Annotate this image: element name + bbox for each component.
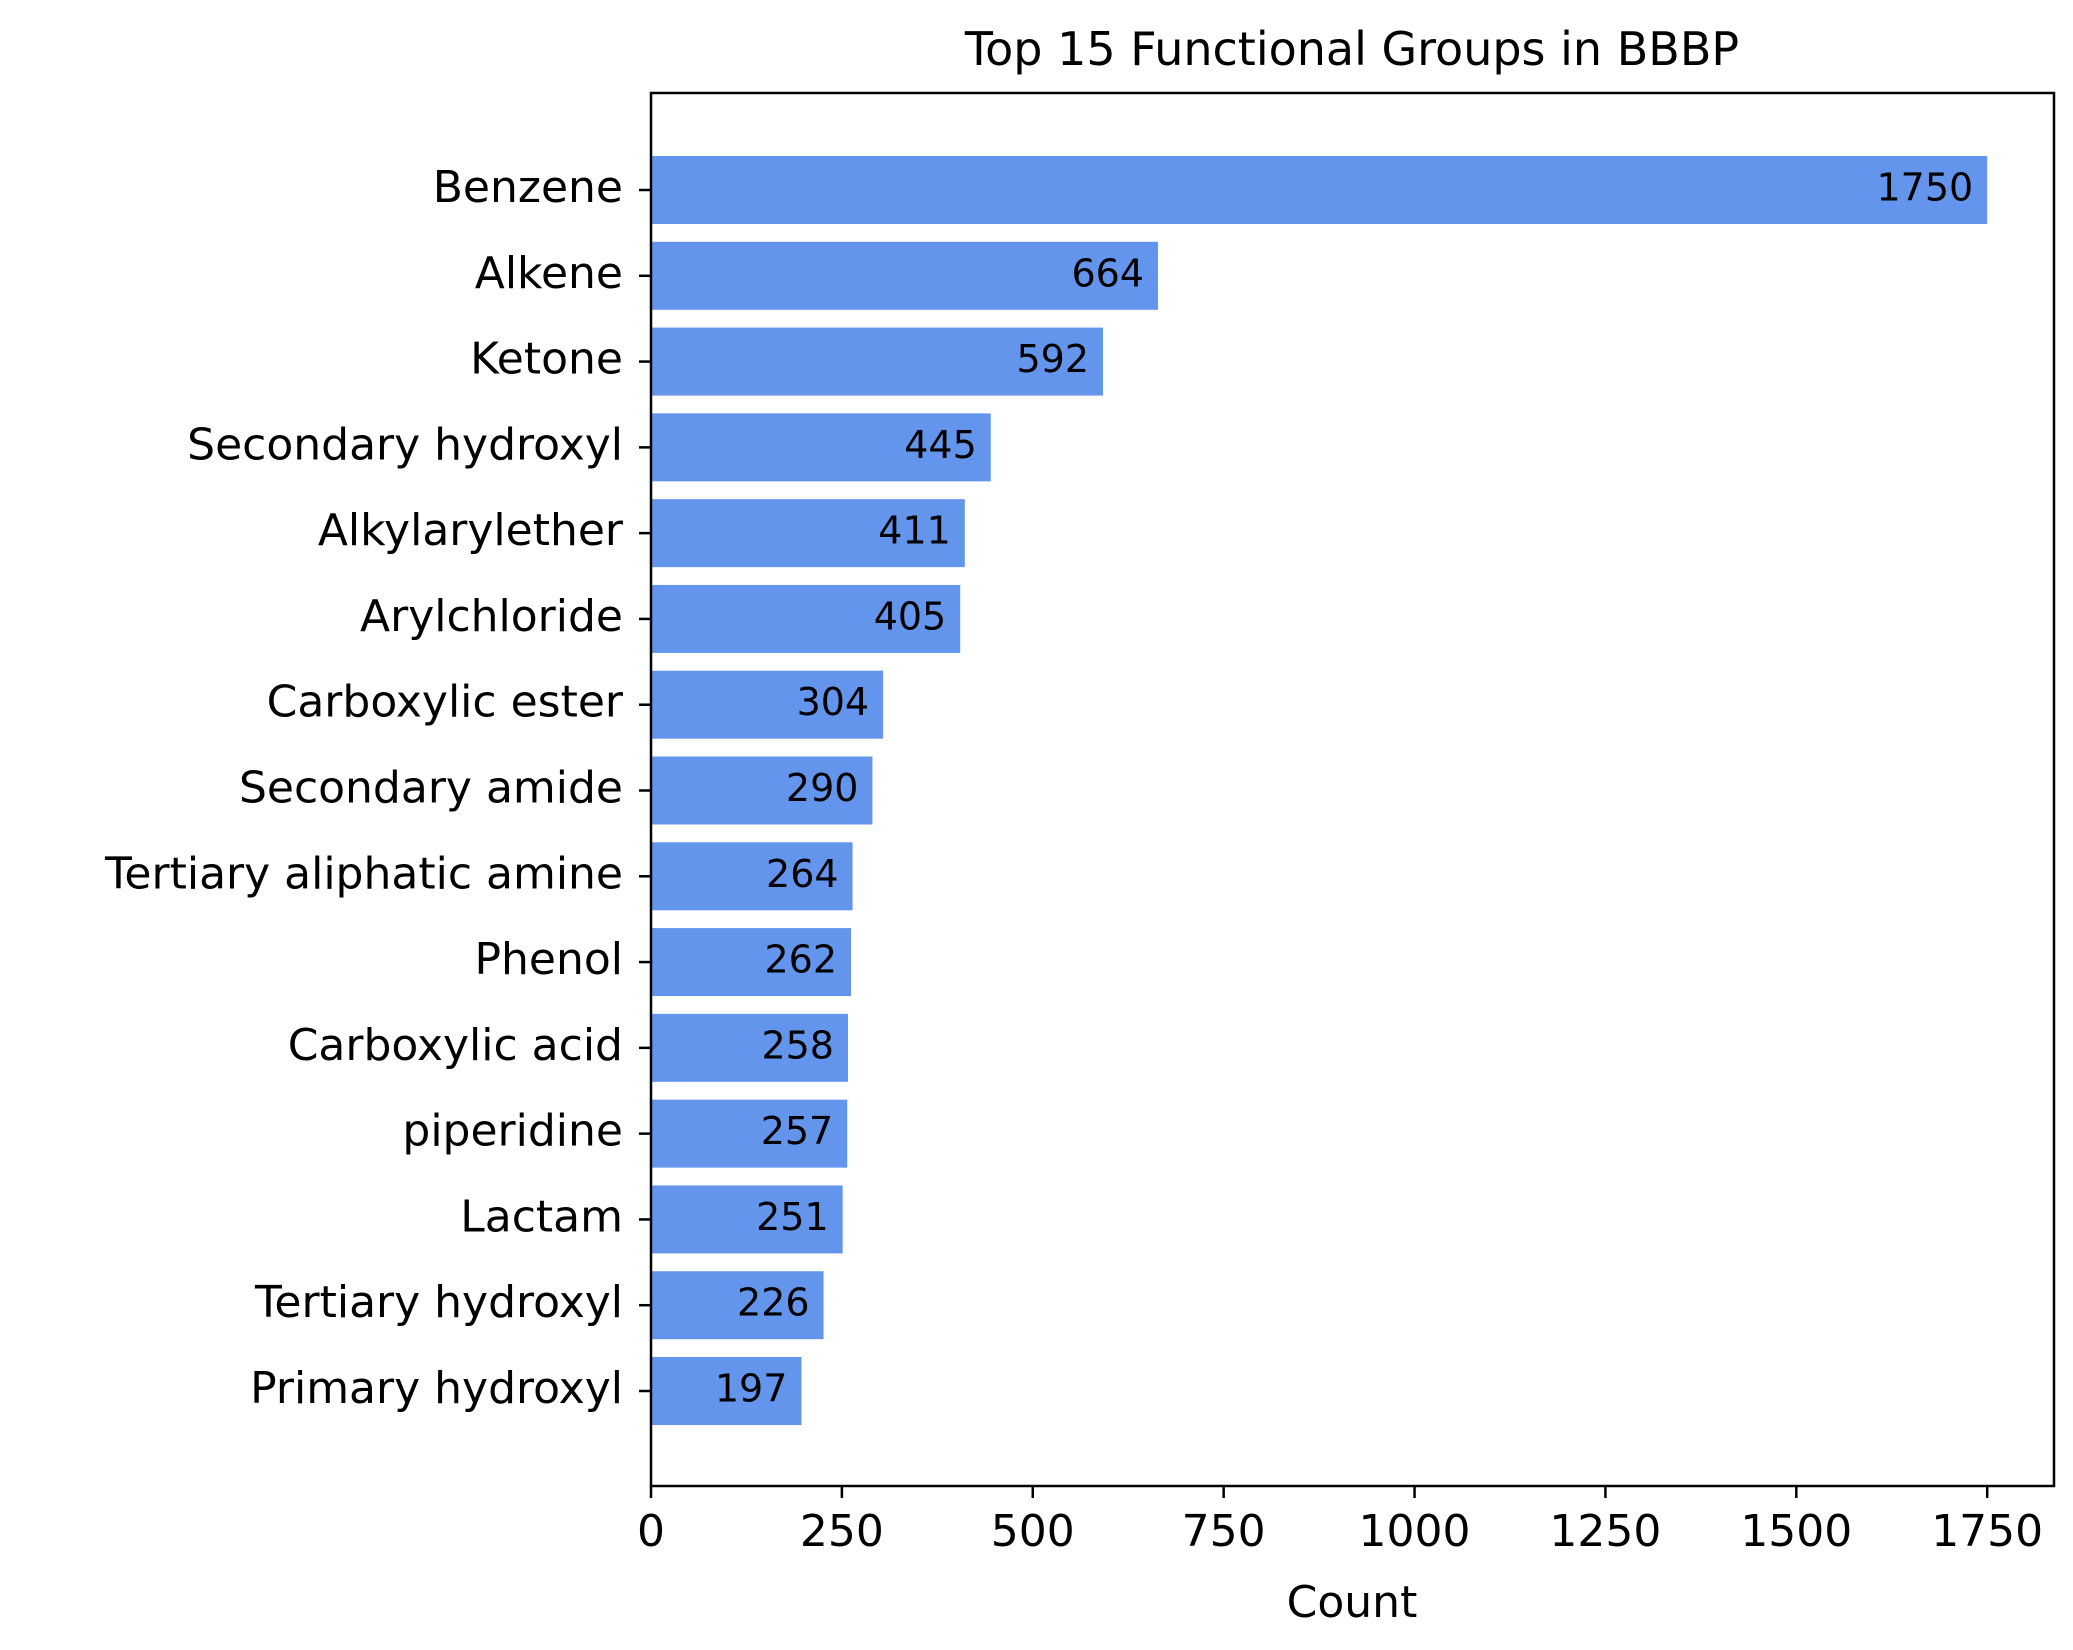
x-axis-label: Count bbox=[1287, 1577, 1418, 1628]
bar-value-label: 592 bbox=[1016, 337, 1089, 381]
bar bbox=[651, 413, 991, 482]
bar bbox=[651, 1013, 848, 1082]
bar-value-label: 258 bbox=[761, 1023, 834, 1067]
bar-value-label: 1750 bbox=[1876, 166, 1973, 210]
bar bbox=[651, 584, 961, 653]
y-tick-label: Arylchloride bbox=[360, 591, 623, 642]
x-tick-label: 750 bbox=[1182, 1506, 1266, 1557]
y-tick-label: Tertiary hydroxyl bbox=[254, 1277, 623, 1328]
y-axis: Benzene Alkene Ketone Secondary hydroxyl Alk… bbox=[104, 162, 651, 1414]
chart-title: Top 15 Functional Groups in BBBP bbox=[964, 22, 1739, 76]
x-tick-label: 1250 bbox=[1549, 1506, 1661, 1557]
x-axis: 0 250 500 750 1000 1250 1500 1750 bbox=[637, 1486, 2043, 1557]
bar bbox=[651, 327, 1104, 396]
bar-value-label: 264 bbox=[766, 852, 839, 896]
bar bbox=[651, 1357, 802, 1425]
y-tick-label: Secondary hydroxyl bbox=[187, 419, 623, 470]
bar-value-label: 257 bbox=[761, 1109, 834, 1153]
bar bbox=[651, 499, 965, 568]
bar-value-label: 251 bbox=[756, 1195, 829, 1239]
x-tick-label: 0 bbox=[637, 1506, 665, 1557]
bar-value-label: 290 bbox=[786, 766, 859, 810]
y-tick-label: Ketone bbox=[470, 334, 623, 385]
bar-value-label: 664 bbox=[1071, 251, 1144, 295]
bar bbox=[651, 1185, 843, 1254]
y-tick-label: Carboxylic acid bbox=[288, 1020, 623, 1071]
bar bbox=[651, 156, 1988, 224]
y-tick-label: Benzene bbox=[433, 162, 623, 213]
plot-frame bbox=[649, 91, 2056, 1488]
y-tick-label: Secondary amide bbox=[239, 763, 623, 814]
y-tick-label: Alkene bbox=[475, 248, 623, 299]
y-tick-label: Tertiary aliphatic amine bbox=[104, 848, 623, 899]
bar-value-label: 262 bbox=[765, 938, 838, 982]
bar bbox=[651, 928, 852, 997]
y-tick-label: Alkylarylether bbox=[318, 505, 624, 556]
bar bbox=[651, 1271, 824, 1340]
x-tick-label: 500 bbox=[991, 1506, 1075, 1557]
y-tick-label: Phenol bbox=[474, 934, 623, 985]
bar bbox=[651, 756, 873, 825]
y-tick-label: Lactam bbox=[460, 1191, 623, 1242]
x-tick-label: 1750 bbox=[1931, 1506, 2043, 1557]
y-tick-label: Primary hydroxyl bbox=[250, 1363, 623, 1414]
y-tick-label: Carboxylic ester bbox=[267, 677, 624, 728]
bar-value-label: 445 bbox=[904, 423, 977, 467]
y-tick-label: piperidine bbox=[402, 1106, 623, 1157]
bar-value-label: 405 bbox=[874, 594, 947, 638]
bar bbox=[651, 1099, 848, 1168]
bar-value-label: 226 bbox=[737, 1281, 810, 1325]
x-tick-label: 1500 bbox=[1740, 1506, 1852, 1557]
bar bbox=[651, 670, 884, 739]
bar-value-label: 197 bbox=[715, 1367, 788, 1411]
bar bbox=[651, 842, 853, 911]
x-tick-label: 250 bbox=[800, 1506, 884, 1557]
x-tick-label: 1000 bbox=[1359, 1506, 1471, 1557]
bar-value-label: 411 bbox=[878, 509, 951, 553]
bar-value-label: 304 bbox=[797, 680, 870, 724]
bar bbox=[651, 241, 1158, 310]
bars-group bbox=[651, 156, 1988, 1425]
